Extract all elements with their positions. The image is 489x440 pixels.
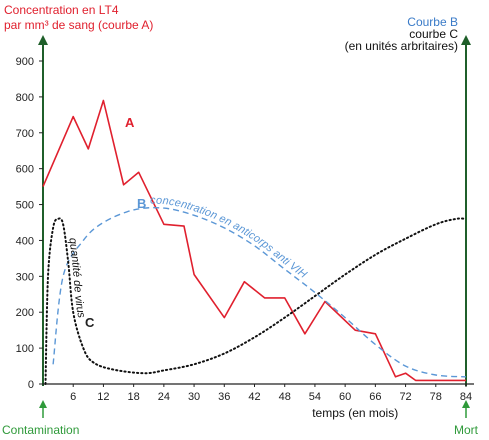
- y-tick-label: 900: [16, 56, 34, 68]
- curve-text-B: concentration en anticorps anti VIH: [150, 195, 309, 281]
- x-tick-label: 6: [70, 391, 76, 403]
- series-A-line: [42, 99, 466, 382]
- curves: [42, 99, 467, 385]
- y-tick-label: 500: [16, 200, 34, 212]
- x-axis-label: temps (en mois): [312, 406, 398, 420]
- x-tick-label: 18: [128, 391, 140, 403]
- title-right-line: (en unités arbritaires): [345, 39, 458, 53]
- axes: 0 100 200 300 400 500 600 700 800 900 6 12 18 24 30 36 4…: [16, 35, 474, 418]
- x-tick-label: 54: [309, 391, 321, 403]
- y-tick-label: 800: [16, 92, 34, 104]
- y-tick-label: 100: [16, 343, 34, 355]
- x-tick-label: 84: [460, 391, 472, 403]
- y-tick-label: 200: [16, 307, 34, 319]
- curve-label-B: B: [137, 196, 146, 211]
- curve-text-path: concentration en anticorps anti VIH: [150, 195, 309, 281]
- x-tick-label: 30: [188, 391, 200, 403]
- y-tick-label: 700: [16, 128, 34, 140]
- x-tick-label: 24: [158, 391, 170, 403]
- y-axis-left-arrow: [38, 35, 48, 45]
- title-left-line: Concentration en LT4: [4, 3, 119, 17]
- curve-label-A: A: [125, 115, 135, 130]
- y-axis-right-arrow: [461, 35, 471, 45]
- event-arrow-head: [462, 400, 470, 408]
- x-tick-label: 78: [430, 391, 442, 403]
- x-tick-label: 36: [218, 391, 230, 403]
- event-label: Mort: [454, 423, 479, 437]
- title-left-line: par mm³ de sang (courbe A): [4, 18, 153, 32]
- title-right-line: courbe C: [409, 27, 458, 41]
- y-tick-label: 300: [16, 271, 34, 283]
- x-tick-label: 12: [97, 391, 109, 403]
- x-tick-label: 60: [339, 391, 351, 403]
- x-tick-label: 72: [399, 391, 411, 403]
- series-B-line: [52, 206, 467, 378]
- event-arrow-head: [39, 400, 47, 408]
- curve-label-C: C: [85, 315, 95, 330]
- x-tick-label: 48: [279, 391, 291, 403]
- x-tick-label: 66: [369, 391, 381, 403]
- y-tick-label: 0: [28, 379, 34, 391]
- x-tick-label: 42: [248, 391, 260, 403]
- y-tick-label: 400: [16, 235, 34, 247]
- event-label: Contamination: [2, 423, 79, 437]
- y-tick-label: 600: [16, 164, 34, 176]
- series-C-line: [44, 217, 467, 385]
- title-right-line: Courbe B: [407, 15, 458, 29]
